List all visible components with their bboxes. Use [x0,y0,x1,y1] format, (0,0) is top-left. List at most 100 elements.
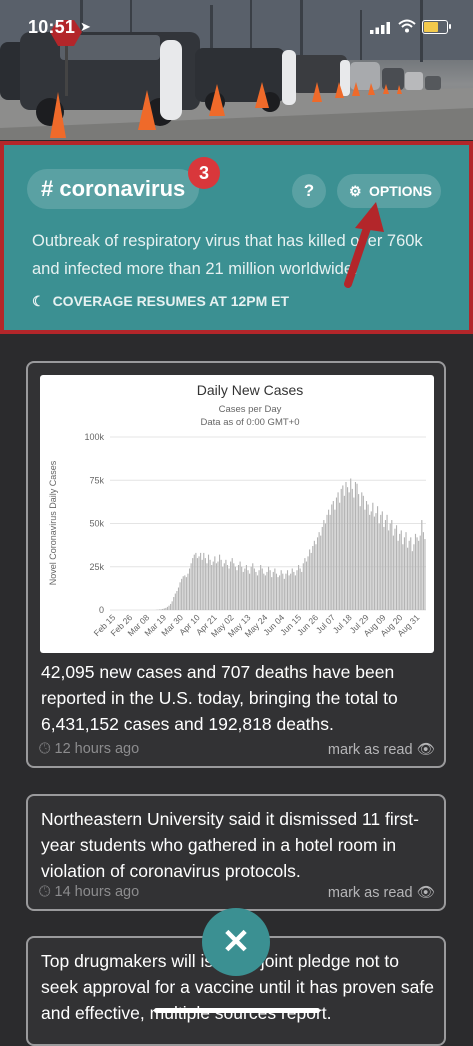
chart-bar [175,594,176,610]
chart-bar [369,515,370,610]
chart-bar [222,567,223,610]
chart-bar [290,574,291,610]
chart-bar [399,534,400,610]
chart-bar [424,539,425,610]
chart-bar [219,555,220,610]
chart-bar [284,579,285,610]
hashtag-pill[interactable]: # coronavirus [27,169,199,209]
chart-bar [374,517,375,610]
chart-bar [178,588,179,610]
hero-photo: 10:51 ➤ [0,0,473,140]
chart-bar [326,515,327,610]
chart-bar [206,563,207,610]
coverage-resume-text: COVERAGE RESUMES AT 12PM ET [53,293,289,309]
eye-icon: 👁︎ [417,742,435,758]
options-button[interactable]: ⚙ OPTIONS [337,174,441,208]
chart-bar [217,562,218,610]
chart-bar [285,574,286,610]
chart-bar [345,482,346,610]
chart-bar [350,479,351,610]
chart-bar [361,492,362,610]
chart-bar [208,555,209,610]
chart-bar [410,537,411,610]
help-button[interactable]: ? [292,174,326,208]
chart-bar [213,562,214,610]
chart-bar [331,504,332,610]
chart-y-tick-label: 50k [89,519,104,529]
chart-bar [225,560,226,610]
clock-icon: 🕓︎ [39,884,50,900]
chart-bar [387,515,388,610]
chart-bar [355,482,356,610]
chart-bar [243,572,244,610]
chart-bar [375,513,376,610]
chart-bar [418,541,419,610]
mark-as-read-label: mark as read [328,742,413,758]
chart-bar [191,563,192,610]
location-arrow-icon: ➤ [80,19,91,35]
options-label: OPTIONS [369,174,432,208]
chart-bar [303,563,304,610]
chart-bar [259,570,260,610]
clock-icon: 🕓︎ [39,741,50,757]
mark-as-read-button[interactable]: mark as read 👁︎ [328,741,435,758]
chart-bar [405,532,406,610]
chart-bar [165,608,166,610]
chart-bar [409,541,410,610]
chart-bar [255,572,256,610]
chart-bar [266,572,267,610]
close-button[interactable]: ✕ [202,908,270,976]
chart-bar [238,565,239,610]
chart-bar [200,553,201,610]
chart-bar [366,501,367,610]
chart-bar [336,498,337,610]
chart-subtitle-2: Data as of 0:00 GMT+0 [200,417,299,428]
chart-bar [232,558,233,610]
chart-bar [192,558,193,610]
chart-bar [263,574,264,610]
chart-bar [347,487,348,610]
chart-bar [341,489,342,610]
chart-bar [401,530,402,610]
chart-bar [249,574,250,610]
chart-bar [260,565,261,610]
wifi-icon [398,19,416,33]
topic-description: Outbreak of respiratory virus that has k… [32,227,452,283]
chart-bar [164,608,165,610]
chart-bar [391,520,392,610]
chart-bar [412,551,413,610]
chart-bar [320,536,321,610]
chart-bar [202,560,203,610]
chart-bar [420,536,421,610]
chart-bar [170,604,171,610]
battery-icon [422,20,448,34]
mark-as-read-button[interactable]: mark as read 👁︎ [328,884,435,901]
news-card-time-text: 12 hours ago [55,741,140,757]
chart-bar [382,511,383,610]
news-card[interactable]: Northeastern University said it dismisse… [26,794,446,911]
coverage-resume-notice: ☾COVERAGE RESUMES AT 12PM ET [32,293,289,310]
news-card-timestamp: 🕓︎ 12 hours ago [39,741,139,757]
news-card-time-text: 14 hours ago [55,884,140,900]
chart-bar [287,570,288,610]
chart-bar [247,570,248,610]
chart-bar [195,553,196,610]
chart-bar [334,510,335,610]
chart-bar [301,572,302,610]
chart-bar [304,558,305,610]
chart-bar [251,567,252,610]
chart-bar [262,568,263,610]
chart-bar [241,567,242,610]
chart-bar [176,591,177,610]
news-card[interactable]: Daily New Cases Cases per Day Data as of… [26,361,446,768]
home-indicator[interactable] [154,1008,320,1013]
chart-bar [189,568,190,610]
chart-bar [333,501,334,610]
chart-bar [216,563,217,610]
chart-bar [312,546,313,610]
chart-bar [390,524,391,611]
chart-bar [183,576,184,610]
chart-bar [317,537,318,610]
chart-bar [257,575,258,610]
gear-icon: ⚙ [349,174,362,208]
